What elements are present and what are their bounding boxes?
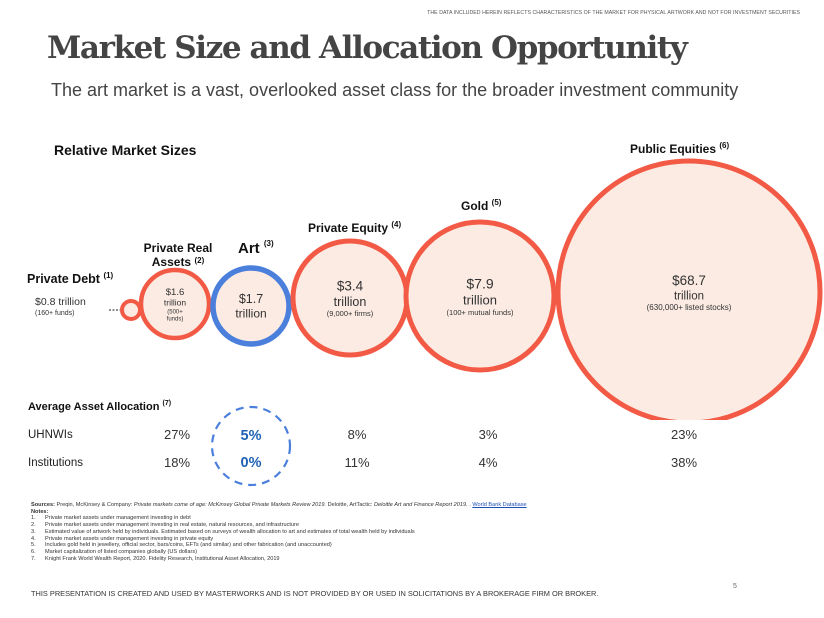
bubble-unit: trillion	[235, 307, 266, 321]
bubble-value: $1.6	[166, 287, 185, 298]
bubble-detail: (100+ mutual funds)	[447, 308, 514, 317]
inst-pe-alloc: 11%	[344, 455, 370, 470]
notes-list: 1. Private market assets under management…	[31, 515, 791, 562]
uhnwi-art-alloc: 5%	[240, 428, 262, 444]
note-text: Private market assets under management i…	[45, 522, 300, 529]
footnote-ref: (4)	[391, 220, 402, 229]
note-number: 4.	[31, 535, 36, 542]
note-number: 6.	[31, 548, 36, 555]
note-number: 2.	[31, 522, 36, 529]
label-gold: Gold (5)	[461, 198, 502, 213]
label-line: Private Real	[143, 241, 213, 255]
row-label-institutions: Institutions	[28, 457, 83, 469]
notes-label: Notes:	[31, 508, 49, 515]
bubble-detail: (630,000+ listed stocks)	[647, 303, 732, 312]
inst-private-alloc: 18%	[163, 455, 191, 470]
bubble-art	[210, 265, 292, 347]
label-private-equity: Private Equity (4)	[308, 220, 402, 235]
sources-italic: Private markets come of age: McKinsey Gl…	[133, 502, 327, 508]
page-number: 5	[733, 583, 737, 590]
note-text: Market capitalization of listed companie…	[45, 548, 198, 555]
sources-text: Deloitte, ArtTactic:	[326, 502, 374, 508]
bubble-unit: trillion	[463, 292, 497, 307]
label-line: Assets	[151, 255, 192, 269]
bubble-public-equities	[555, 158, 823, 420]
bubble-value: $1.7	[239, 292, 263, 306]
label-text: Public Equities	[630, 142, 717, 156]
world-bank-link[interactable]: World Bank Database	[472, 502, 527, 508]
inst-art-alloc: 0%	[240, 455, 262, 471]
label-text: Gold	[461, 199, 489, 213]
note-item: 5. Includes gold held in jewellery, offic…	[31, 542, 791, 549]
bubble-unit: trillion	[164, 297, 186, 307]
note-number: 3.	[31, 528, 36, 535]
label-private-debt: Private Debt (1)	[27, 271, 114, 286]
row-label-uhnwis: UHNWIs	[28, 429, 73, 441]
private-debt-detail: (160+ funds)	[35, 310, 75, 317]
bubble-value: $3.4	[337, 279, 364, 294]
note-number: 7.	[31, 555, 36, 562]
bubble-detail: (500+	[167, 309, 183, 315]
sources-label: Sources:	[31, 502, 55, 508]
footnote-ref: (5)	[491, 198, 502, 207]
bubble-private-debt	[120, 299, 142, 321]
allocation-title: Average Asset Allocation (7)	[28, 400, 172, 413]
footnote-ref: (7)	[162, 400, 172, 407]
footnote-ref: (6)	[719, 141, 730, 150]
note-item: 2. Private market assets under management…	[31, 522, 791, 529]
page-title: Market Size and Allocation Opportunity	[47, 30, 688, 66]
footnote-ref: (1)	[103, 271, 114, 280]
label-text: Private Equity	[308, 221, 389, 235]
note-item: 6. Market capitalization of listed compan…	[31, 549, 791, 556]
note-number: 1.	[31, 515, 36, 522]
uhnwi-gold-alloc: 3%	[478, 427, 498, 442]
inst-public-alloc: 38%	[670, 455, 698, 470]
label-public-equities: Public Equities (6)	[630, 141, 730, 156]
bubble-detail: funds)	[167, 317, 184, 323]
note-number: 5.	[31, 542, 36, 549]
label-private-real-assets: Private Real Assets (2)	[133, 241, 223, 269]
bubble-gold	[403, 219, 557, 373]
label-text: Private Debt	[27, 272, 100, 286]
allocation-title-text: Average Asset Allocation	[28, 401, 160, 413]
bubble-value: $68.7	[672, 273, 706, 288]
uhnwi-pe-alloc: 8%	[347, 427, 367, 442]
art-allocation-highlight-circle	[210, 405, 292, 487]
note-item: 1. Private market assets under management…	[31, 515, 791, 522]
chart-title: Relative Market Sizes	[54, 142, 197, 158]
private-debt-value: $0.8 trillion	[35, 296, 86, 308]
label-art: Art (3)	[238, 239, 274, 257]
inst-gold-alloc: 4%	[478, 455, 498, 470]
note-text: Estimated value of artwork held by indiv…	[45, 528, 415, 535]
note-text: Private market assets under management i…	[45, 515, 191, 522]
footnote-ref: (3)	[263, 239, 274, 248]
note-item: 3. Estimated value of artwork held by ind…	[31, 529, 791, 536]
note-item: 4. Private market assets under management…	[31, 536, 791, 543]
footer-disclaimer: THIS PRESENTATION IS CREATED AND USED BY…	[31, 589, 599, 598]
sources-text: .	[467, 502, 473, 508]
note-text: Private market assets under management i…	[45, 535, 214, 542]
note-text: Knight Frank World Wealth Report, 2020. …	[45, 555, 280, 562]
bubble-unit: trillion	[334, 295, 367, 309]
page-subtitle: The art market is a vast, overlooked ass…	[51, 80, 739, 100]
sources-line: Sources: Preqin, McKinsey & Company: Pri…	[31, 502, 791, 509]
sources-italic: Deloitte Art and Finance Report 2019.	[373, 502, 468, 508]
bubble-value: $7.9	[466, 276, 493, 292]
bubble-detail: (9,000+ firms)	[327, 309, 374, 318]
uhnwi-public-alloc: 23%	[670, 427, 698, 442]
sources-text: Preqin, McKinsey & Company:	[56, 502, 134, 508]
footnote-ref: (2)	[194, 256, 205, 265]
sources-and-notes: Sources: Preqin, McKinsey & Company: Pri…	[31, 502, 791, 562]
uhnwi-private-alloc: 27%	[163, 427, 191, 442]
label-text: Art	[238, 240, 260, 257]
bubble-private-real-assets	[138, 267, 212, 341]
bubble-unit: trillion	[674, 290, 704, 302]
note-text: Includes gold held in jewellery, officia…	[45, 542, 332, 549]
bubble-chart: $1.6trillion(500+funds)$1.7trillion$3.4t…	[109, 158, 823, 420]
top-disclaimer: THE DATA INCLUDED HEREIN REFLECTS CHARAC…	[427, 10, 800, 16]
note-item: 7. Knight Frank World Wealth Report, 2020…	[31, 556, 791, 563]
